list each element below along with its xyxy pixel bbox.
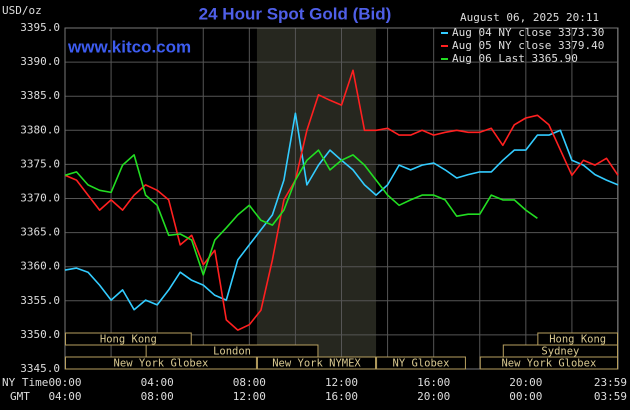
y-tick-label: 3385.0: [20, 89, 60, 102]
session-label: Sydney: [541, 346, 579, 358]
watermark: www.kitco.com: [67, 37, 191, 56]
x-tick-label: 23:59: [594, 376, 627, 389]
session-label: NY Globex: [393, 358, 450, 370]
x-row-label: NY Time: [2, 376, 48, 389]
x-tick-label-gmt: 16:00: [325, 390, 358, 403]
session-label: Hong Kong: [549, 334, 606, 346]
y-tick-label: 3365.0: [20, 226, 60, 239]
session-bar: [65, 332, 192, 346]
x-tick-label: 00:00: [48, 376, 81, 389]
y-tick-label: 3345.0: [20, 362, 60, 375]
session-label: London: [213, 346, 251, 358]
y-tick-label: 3395.0: [20, 21, 60, 34]
legend-label: Aug 05 NY close 3379.40: [452, 39, 604, 52]
chart-title: 24 Hour Spot Gold (Bid): [199, 4, 392, 23]
x-tick-label: 12:00: [325, 376, 358, 389]
legend-label: Aug 06 Last 3365.90: [452, 52, 578, 65]
timestamp: August 06, 2025 20:11: [460, 11, 599, 24]
y-tick-label: 3360.0: [20, 260, 60, 273]
series-line: [64, 69, 619, 331]
x-tick-label-gmt: 03:59: [594, 390, 627, 403]
x-tick-label-gmt: 12:00: [233, 390, 266, 403]
y-tick-label: 3350.0: [20, 328, 60, 341]
x-tick-label: 16:00: [417, 376, 450, 389]
y-tick-label: 3370.0: [20, 192, 60, 205]
x-row-label: GMT: [10, 390, 30, 403]
y-tick-label: 3380.0: [20, 123, 60, 136]
x-tick-label-gmt: 04:00: [48, 390, 81, 403]
x-tick-label-gmt: 00:00: [509, 390, 542, 403]
x-tick-label: 08:00: [233, 376, 266, 389]
session-label: New York Globex: [114, 358, 209, 370]
y-tick-label: 3390.0: [20, 55, 60, 68]
session-bar: [479, 356, 618, 370]
y-tick-label: 3375.0: [20, 157, 60, 170]
session-label: New York NYMEX: [272, 358, 361, 370]
y-tick-label: 3355.0: [20, 294, 60, 307]
x-tick-label: 20:00: [509, 376, 542, 389]
x-tick-label: 04:00: [141, 376, 174, 389]
session-label: Hong Kong: [100, 334, 157, 346]
legend-label: Aug 04 NY close 3373.30: [452, 26, 604, 39]
session-bar: [256, 356, 377, 370]
x-tick-label-gmt: 20:00: [417, 390, 450, 403]
session-bar: [376, 356, 466, 370]
unit-label: USD/oz: [2, 4, 42, 17]
series-line: [64, 149, 538, 276]
x-tick-label-gmt: 08:00: [141, 390, 174, 403]
session-bar: [65, 356, 257, 370]
session-label: New York Globex: [501, 358, 596, 370]
